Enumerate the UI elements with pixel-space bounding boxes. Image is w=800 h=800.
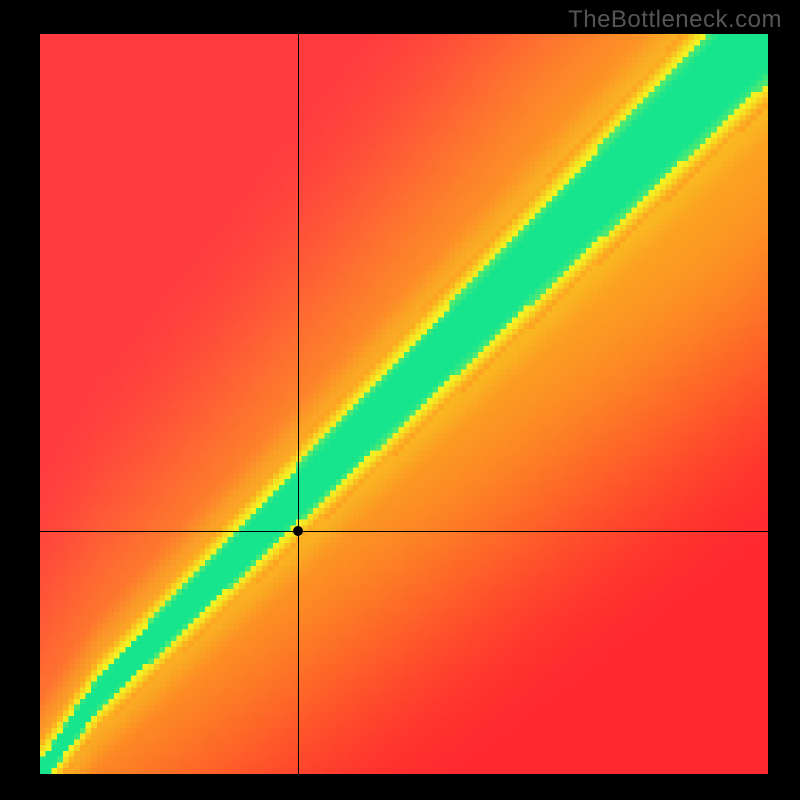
heatmap-frame bbox=[40, 34, 768, 774]
chart-container: TheBottleneck.com bbox=[0, 0, 800, 800]
watermark-text: TheBottleneck.com bbox=[568, 6, 782, 34]
bottleneck-heatmap bbox=[40, 34, 768, 774]
crosshair-horizontal bbox=[40, 531, 768, 532]
crosshair-vertical bbox=[298, 34, 299, 774]
marker-dot bbox=[293, 526, 303, 536]
